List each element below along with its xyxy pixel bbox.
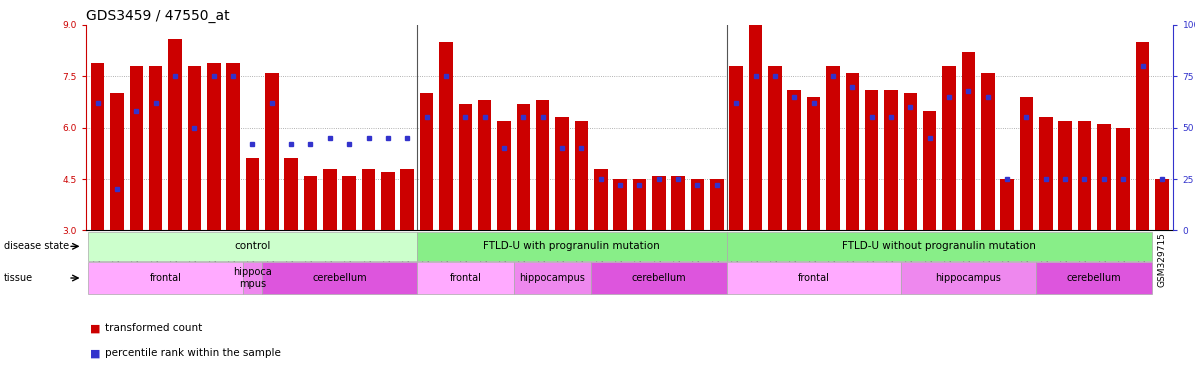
Bar (903, 93, 917, 230)
Bar (226, 63, 240, 230)
Bar (478, 100, 491, 230)
Bar (826, 66, 840, 230)
Text: tissue: tissue (4, 273, 32, 283)
Text: hippocampus: hippocampus (936, 273, 1001, 283)
Bar (613, 179, 627, 230)
Bar (207, 63, 221, 230)
Bar (400, 169, 413, 230)
Bar (419, 93, 434, 230)
Bar (1078, 121, 1091, 230)
Bar (149, 66, 163, 230)
Text: percentile rank within the sample: percentile rank within the sample (105, 348, 281, 358)
Text: ■: ■ (90, 323, 100, 333)
Text: cerebellum: cerebellum (631, 273, 686, 283)
Bar (962, 52, 975, 230)
Bar (981, 73, 994, 230)
Bar (440, 42, 453, 230)
Bar (807, 97, 820, 230)
Bar (535, 100, 550, 230)
Bar (1059, 121, 1072, 230)
Text: frontal: frontal (797, 273, 829, 283)
Bar (788, 90, 801, 230)
Text: FTLD-U without progranulin mutation: FTLD-U without progranulin mutation (842, 241, 1036, 252)
Bar (497, 121, 510, 230)
Bar (516, 104, 531, 230)
Bar (188, 66, 201, 230)
Text: frontal: frontal (449, 273, 482, 283)
Bar (575, 121, 588, 230)
Bar (672, 175, 685, 230)
Bar (1135, 42, 1150, 230)
Bar (1097, 124, 1110, 230)
Bar (304, 175, 317, 230)
Text: FTLD-U with progranulin mutation: FTLD-U with progranulin mutation (483, 241, 660, 252)
Bar (168, 39, 182, 230)
Bar (1038, 118, 1053, 230)
Bar (1116, 127, 1130, 230)
Bar (923, 111, 937, 230)
Bar (110, 93, 124, 230)
Bar (846, 73, 859, 230)
Bar (323, 169, 337, 230)
Bar (729, 66, 743, 230)
Text: ■: ■ (90, 348, 100, 358)
Text: transformed count: transformed count (105, 323, 202, 333)
Bar (265, 73, 278, 230)
Bar (284, 159, 298, 230)
Text: control: control (234, 241, 270, 252)
Bar (381, 172, 394, 230)
Bar (768, 66, 782, 230)
Bar (865, 90, 878, 230)
Text: frontal: frontal (149, 273, 182, 283)
Bar (91, 63, 104, 230)
Text: cerebellum: cerebellum (312, 273, 367, 283)
Bar (1156, 179, 1169, 230)
Text: GDS3459 / 47550_at: GDS3459 / 47550_at (86, 8, 229, 23)
Bar (459, 104, 472, 230)
Bar (246, 159, 259, 230)
Bar (652, 175, 666, 230)
Bar (1019, 97, 1034, 230)
Bar (343, 175, 356, 230)
Text: cerebellum: cerebellum (1067, 273, 1121, 283)
Bar (556, 118, 569, 230)
Text: hippocampus: hippocampus (520, 273, 586, 283)
Bar (884, 90, 897, 230)
Bar (129, 66, 143, 230)
Bar (594, 169, 607, 230)
Bar (362, 169, 375, 230)
Text: hippoca
mpus: hippoca mpus (233, 267, 271, 289)
Bar (749, 8, 762, 230)
Bar (943, 66, 956, 230)
Text: disease state: disease state (4, 241, 68, 252)
Bar (1000, 179, 1013, 230)
Bar (632, 179, 646, 230)
Bar (691, 179, 704, 230)
Bar (710, 179, 724, 230)
